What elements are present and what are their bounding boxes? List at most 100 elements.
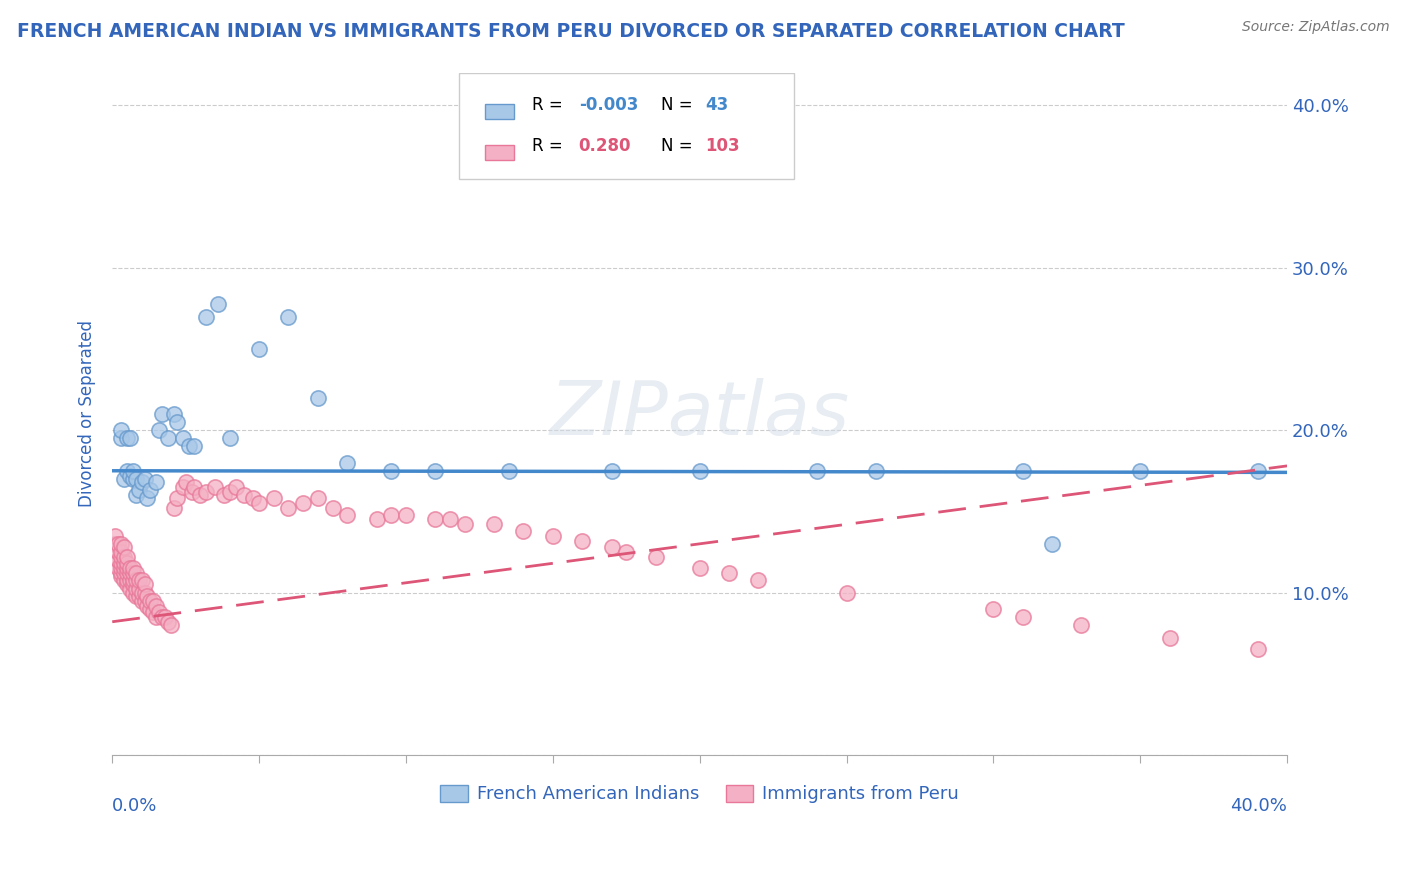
Point — [136, 589, 159, 603]
Point — [118, 468, 141, 483]
Y-axis label: Divorced or Separated: Divorced or Separated — [79, 320, 96, 508]
Point — [139, 601, 162, 615]
FancyBboxPatch shape — [485, 145, 515, 160]
Point — [395, 508, 418, 522]
Point — [1159, 631, 1181, 645]
Text: 103: 103 — [706, 137, 740, 155]
Point — [134, 593, 156, 607]
Point — [110, 423, 132, 437]
Point — [131, 573, 153, 587]
Point — [121, 472, 143, 486]
Point — [190, 488, 212, 502]
Point — [131, 475, 153, 490]
Point — [218, 431, 240, 445]
Text: N =: N = — [661, 137, 693, 155]
Point — [172, 480, 194, 494]
Point — [118, 582, 141, 597]
Point — [163, 407, 186, 421]
Point — [183, 480, 205, 494]
Point — [142, 605, 165, 619]
Point — [139, 593, 162, 607]
Text: N =: N = — [661, 96, 693, 114]
Point — [110, 537, 132, 551]
Point — [145, 599, 167, 613]
Point — [1247, 464, 1270, 478]
Point — [107, 553, 129, 567]
Point — [247, 496, 270, 510]
Point — [131, 593, 153, 607]
Point — [644, 549, 666, 564]
Point — [134, 472, 156, 486]
Point — [115, 561, 138, 575]
Point — [110, 561, 132, 575]
Point — [1011, 464, 1033, 478]
Point — [115, 431, 138, 445]
Point — [148, 605, 170, 619]
Point — [247, 342, 270, 356]
Point — [128, 589, 150, 603]
FancyBboxPatch shape — [458, 73, 793, 178]
Point — [121, 566, 143, 580]
Point — [366, 512, 388, 526]
Point — [180, 484, 202, 499]
Point — [157, 431, 180, 445]
Point — [121, 561, 143, 575]
Point — [571, 533, 593, 548]
Point — [689, 561, 711, 575]
Point — [112, 561, 135, 575]
Point — [212, 488, 235, 502]
Point — [128, 483, 150, 498]
Point — [125, 472, 148, 486]
Point — [118, 573, 141, 587]
Point — [425, 512, 447, 526]
Point — [166, 491, 188, 506]
Point — [121, 464, 143, 478]
Point — [142, 593, 165, 607]
Point — [128, 573, 150, 587]
Text: -0.003: -0.003 — [579, 96, 638, 114]
Point — [292, 496, 315, 510]
Point — [983, 601, 1005, 615]
Point — [1129, 464, 1152, 478]
Point — [118, 561, 141, 575]
Point — [747, 573, 769, 587]
Point — [104, 529, 127, 543]
Point — [107, 537, 129, 551]
Point — [336, 508, 359, 522]
Point — [157, 615, 180, 629]
Point — [1070, 618, 1092, 632]
Point — [454, 517, 477, 532]
Point — [277, 310, 299, 324]
Point — [177, 439, 200, 453]
Point — [439, 512, 461, 526]
Point — [134, 585, 156, 599]
Point — [112, 472, 135, 486]
Text: 0.280: 0.280 — [579, 137, 631, 155]
Point — [125, 582, 148, 597]
Point — [1247, 642, 1270, 657]
Point — [107, 561, 129, 575]
Text: 40.0%: 40.0% — [1230, 797, 1286, 814]
Point — [112, 573, 135, 587]
Point — [218, 484, 240, 499]
Point — [498, 464, 520, 478]
Point — [121, 577, 143, 591]
Point — [115, 464, 138, 478]
Point — [110, 569, 132, 583]
Point — [689, 464, 711, 478]
Text: 0.0%: 0.0% — [112, 797, 157, 814]
Point — [163, 501, 186, 516]
Point — [112, 557, 135, 571]
Text: R =: R = — [531, 137, 562, 155]
Text: 43: 43 — [706, 96, 728, 114]
Point — [512, 524, 534, 538]
Point — [1011, 610, 1033, 624]
Point — [136, 491, 159, 506]
Point — [322, 501, 344, 516]
Point — [380, 464, 402, 478]
Point — [153, 610, 176, 624]
Point — [166, 415, 188, 429]
Point — [150, 610, 173, 624]
Point — [277, 501, 299, 516]
Point — [110, 557, 132, 571]
